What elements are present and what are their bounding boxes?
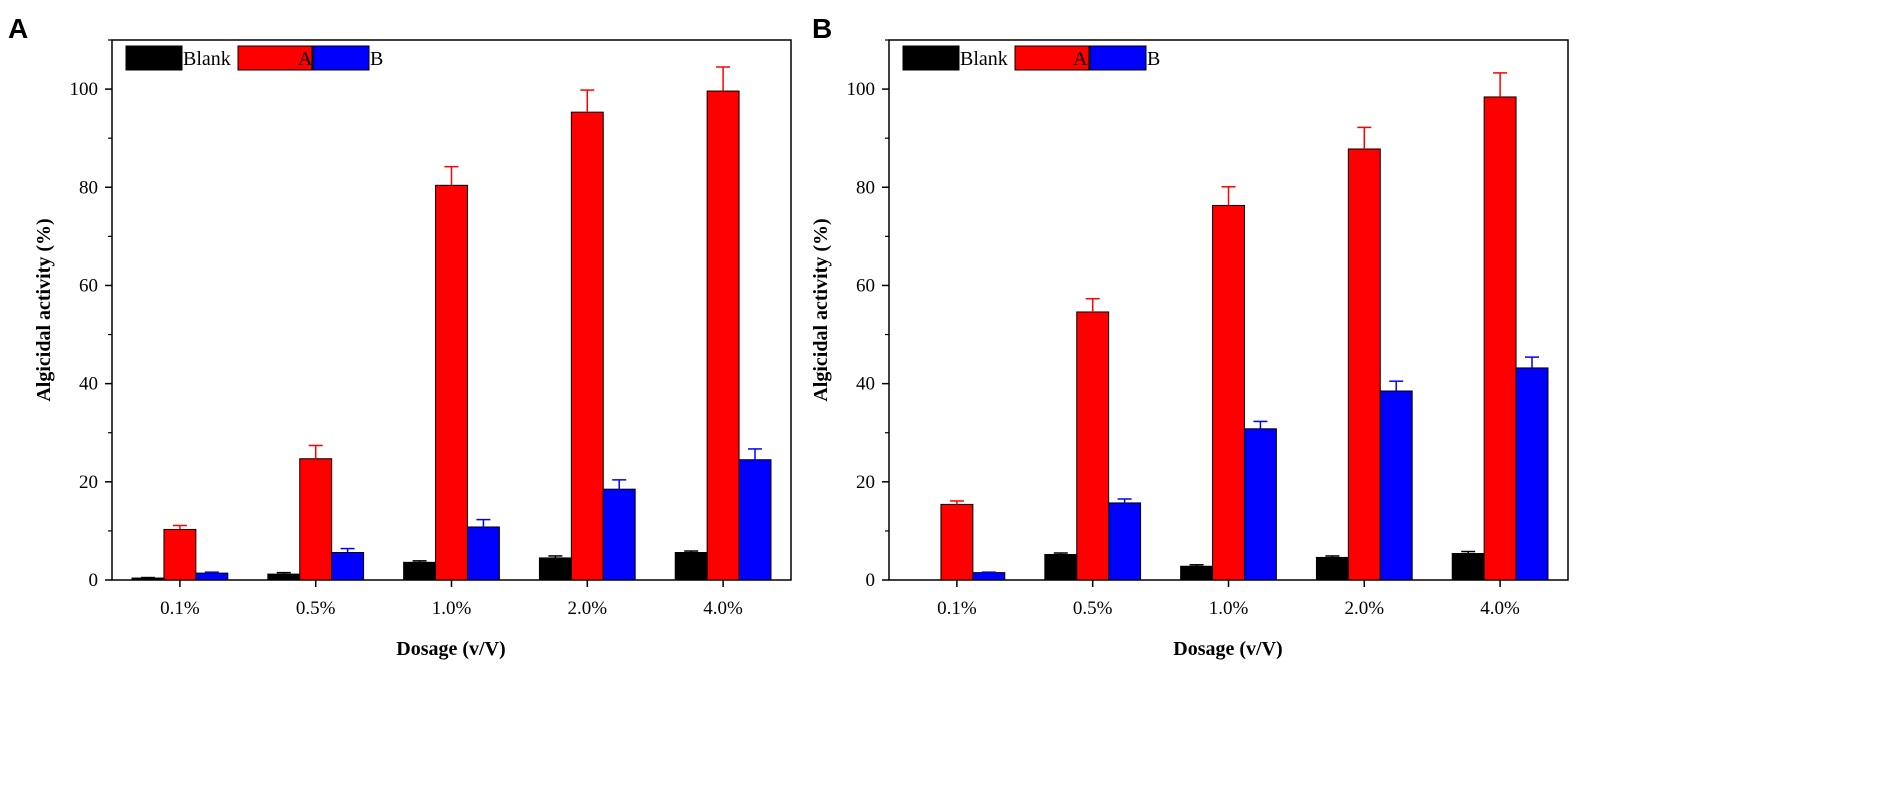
bar-blank [1451,552,1485,581]
bars-a [131,66,772,581]
legend-label-a: A [298,48,313,70]
panel-letter-b: B [812,13,832,44]
x-tick-label: 4.0% [1480,598,1520,619]
legend-swatch-b [1089,45,1147,71]
y-tick-label: 0 [89,570,99,591]
x-tick-label: 1.0% [1209,598,1249,619]
y-axis-title-a: Algicidal activity (%) [33,218,55,401]
x-ticks-a: 0.1% 0.5% 1.0% 2.0% 4.0% [160,580,743,619]
bar-b [1379,390,1413,581]
bar-blank [267,573,301,581]
panel-letter-a: A [8,13,28,44]
bar-blank [538,557,572,581]
chart-panel-b: B Dosage (v/V) Algicidal activity (%) 0 2… [810,13,1569,660]
bar-blank [1044,553,1078,581]
x-axis-title-b: Dosage (v/V) [1173,638,1282,660]
y-tick-label: 20 [79,472,98,493]
bar-a [1347,148,1381,581]
bar-b [1515,367,1549,581]
legend-swatch-blank [902,45,960,71]
bar-a [570,111,604,581]
bar-b [602,488,636,581]
y-tick-label: 20 [856,472,875,493]
bar-b [331,552,365,581]
y-tick-label: 40 [79,374,98,395]
x-tick-label: 1.0% [432,598,472,619]
y-axis-title-b: Algicidal activity (%) [810,218,832,401]
y-tick-label: 60 [79,275,98,296]
x-tick-label: 0.5% [1073,598,1113,619]
bar-a [1483,96,1517,581]
x-ticks-b: 0.1% 0.5% 1.0% 2.0% 4.0% [937,580,1520,619]
bar-b [466,526,500,581]
bar-a [1212,204,1245,581]
x-tick-label: 2.0% [1345,598,1385,619]
legend-swatch-a [1014,45,1090,71]
y-tick-label: 100 [847,79,876,100]
legend-a: Blank A B [125,45,383,71]
x-tick-label: 0.1% [937,598,977,619]
y-ticks-a: 0 20 40 60 80 100 [70,39,112,591]
bar-b [738,459,772,581]
y-tick-label: 60 [856,275,875,296]
bar-a [1076,311,1110,581]
legend-label-blank: Blank [960,48,1008,70]
legend-swatch-b [312,45,370,71]
y-tick-label: 80 [79,177,98,198]
legend-swatch-a [237,45,313,71]
y-tick-label: 40 [856,374,875,395]
x-tick-label: 4.0% [703,598,743,619]
x-tick-label: 2.0% [568,598,608,619]
bar-blank [1315,556,1349,581]
bar-b [195,572,229,581]
bar-a [435,184,468,581]
bar-a [163,528,197,581]
legend-swatch-blank [125,45,183,71]
bar-a [940,503,974,581]
y-tick-label: 80 [856,177,875,198]
chart-panel-a: A Dosage (v/V) Algicidal activity (%) 0 2… [8,13,792,660]
x-axis-title-a: Dosage (v/V) [396,638,505,660]
bar-blank [403,561,437,581]
bar-blank [674,552,708,581]
bar-b [972,572,1006,581]
bar-b [1243,428,1277,581]
y-ticks-b: 0 20 40 60 80 100 [847,39,889,591]
legend-label-b: B [370,48,383,70]
bar-blank [131,577,165,581]
bar-a [299,458,333,581]
y-tick-label: 100 [70,79,99,100]
x-tick-label: 0.1% [160,598,200,619]
bar-blank [1180,565,1214,581]
bars-b [940,72,1549,581]
legend-label-b: B [1147,48,1160,70]
bar-b [1108,502,1142,581]
x-tick-label: 0.5% [296,598,336,619]
legend-b: Blank A B [902,45,1160,71]
bar-a [706,90,740,581]
legend-label-blank: Blank [183,48,231,70]
legend-label-a: A [1073,48,1088,70]
y-tick-label: 0 [866,570,876,591]
